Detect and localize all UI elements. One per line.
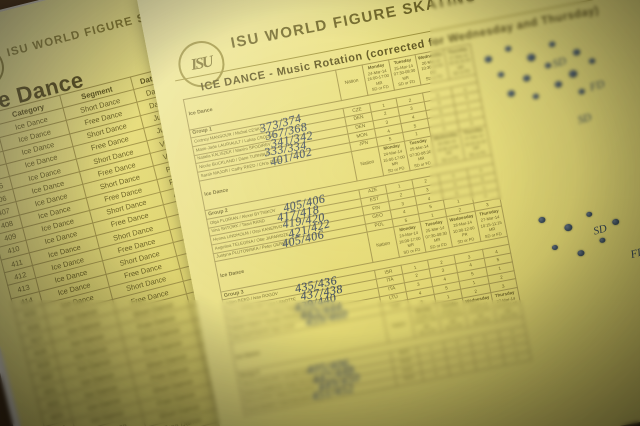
ink-dot-mark	[585, 211, 593, 218]
ink-dot-mark	[522, 74, 531, 82]
handwritten-check-mark: SD	[592, 222, 609, 238]
ink-dot-mark	[551, 244, 559, 251]
music-rotation-table: Ice Dance Nation Monday 24-Mar-14 16:00-17:0…	[183, 43, 532, 416]
isu-logo-text-right: ISU	[189, 53, 214, 74]
ink-dot-mark	[526, 53, 536, 62]
ink-dot-mark	[537, 216, 546, 224]
handwritten-check-mark: SD	[551, 55, 568, 71]
ink-dot-mark	[578, 88, 586, 95]
handwritten-check-mark: FD	[629, 245, 640, 261]
ink-dot-mark	[484, 55, 493, 63]
ink-dot-mark	[599, 237, 606, 244]
right-document-music-rotation[interactable]: ISU ISU WORLD FIGURE SKATING CHAMPIONSHI…	[135, 0, 640, 426]
ink-dot-mark	[576, 249, 585, 257]
ink-dot-mark	[568, 69, 578, 78]
ink-dot-mark	[611, 218, 620, 226]
ink-dot-mark	[532, 93, 540, 100]
ink-dot-mark	[544, 62, 552, 69]
ink-dot-mark	[572, 48, 581, 56]
ink-dot-mark	[563, 223, 573, 232]
ink-dot-mark	[554, 80, 563, 88]
ink-dot-mark	[548, 41, 556, 48]
ink-dot-mark	[504, 45, 512, 52]
ink-dot-mark	[507, 89, 516, 98]
ink-dot-mark	[497, 71, 505, 78]
ink-dot-mark	[588, 57, 596, 65]
handwritten-check-mark: SD	[576, 111, 593, 127]
handwritten-check-mark: FD	[588, 78, 606, 94]
